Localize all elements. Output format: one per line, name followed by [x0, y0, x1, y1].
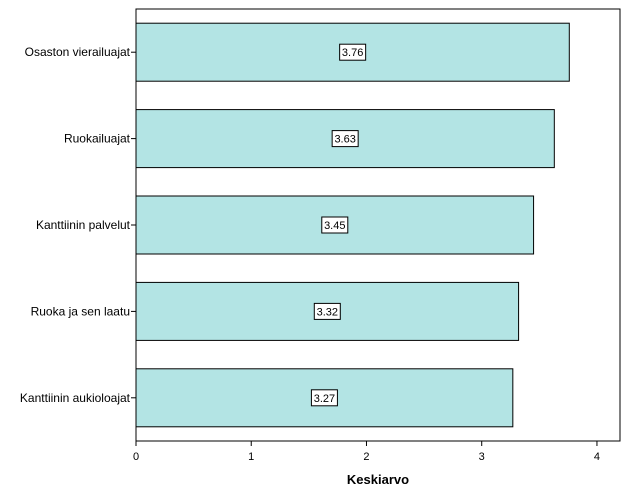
bars-layer: 3.76 3.63 3.45 3.32 3.27: [135, 22, 570, 428]
value-label-box: [310, 389, 338, 407]
value-label-box: [313, 302, 341, 320]
value-label: 3.27: [314, 393, 335, 405]
x-tick-label: 0: [133, 451, 139, 463]
x-tick-label: 3: [479, 451, 485, 463]
value-label-box: [321, 216, 349, 234]
x-axis-title: Keskiarvo: [347, 472, 409, 487]
x-axis-ticks-layer: 0 1 2 3 4: [133, 441, 600, 463]
category-label: Osaston vierailuajat: [25, 45, 131, 59]
value-label: 3.32: [317, 306, 338, 318]
value-label: 3.76: [342, 47, 363, 59]
category-label: Kanttiinin palvelut: [36, 218, 131, 232]
value-label: 3.63: [334, 134, 355, 146]
category-labels-layer: Osaston vierailuajat Ruokailuajat Kanttiin…: [20, 45, 136, 405]
value-label-box: [331, 130, 359, 148]
category-label: Ruoka ja sen laatu: [31, 304, 130, 318]
x-tick-label: 2: [363, 451, 369, 463]
category-label: Ruokailuajat: [64, 132, 131, 146]
x-tick-label: 4: [594, 451, 600, 463]
x-tick-label: 1: [248, 451, 254, 463]
category-label: Kanttiinin aukioloajat: [20, 391, 131, 405]
value-label: 3.45: [324, 220, 345, 232]
value-label-box: [339, 43, 367, 61]
